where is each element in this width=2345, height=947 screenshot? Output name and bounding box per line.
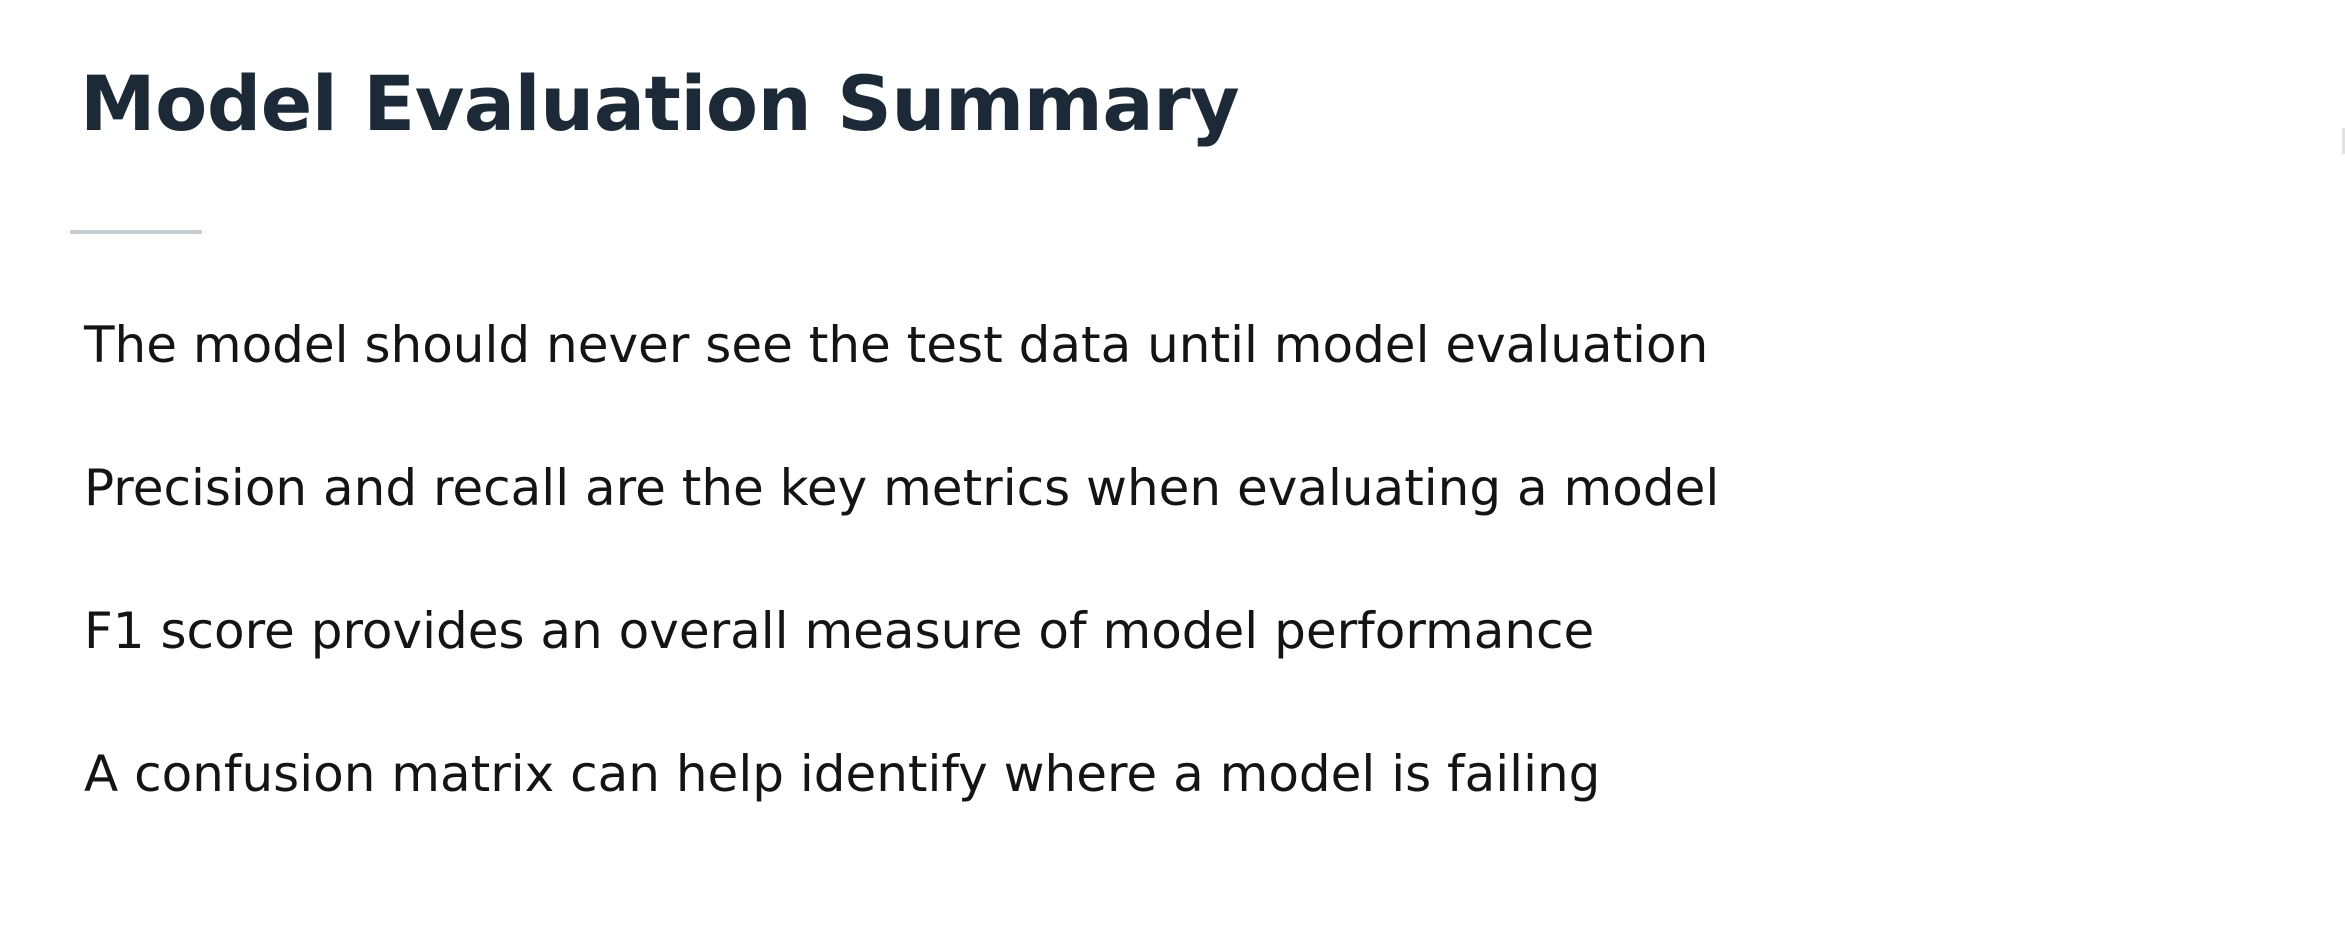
title-underline-divider <box>70 230 202 234</box>
bullet-item: Precision and recall are the key metrics… <box>84 459 1720 517</box>
bullet-item: A confusion matrix can help identify whe… <box>84 745 1601 803</box>
slide-title: Model Evaluation Summary <box>80 59 1240 148</box>
bullet-item: F1 score provides an overall measure of … <box>84 602 1595 660</box>
bullet-item: The model should never see the test data… <box>84 316 1709 374</box>
edge-mark <box>2342 128 2345 154</box>
bullet-list: The model should never see the test data… <box>84 320 1719 892</box>
